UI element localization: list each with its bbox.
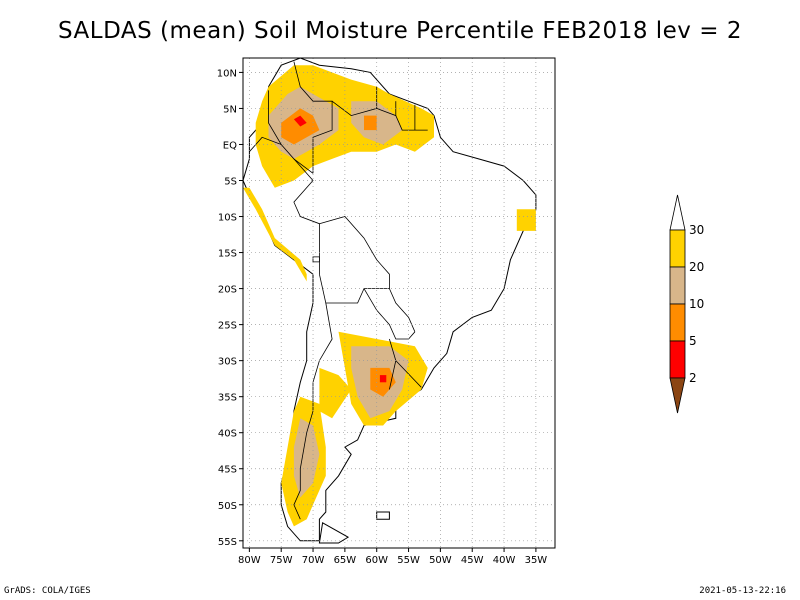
region-20-30-13	[319, 367, 352, 419]
lake-0	[312, 256, 320, 263]
border-6	[249, 136, 282, 152]
lat-tick-label: 30S	[218, 357, 237, 368]
border-13	[395, 360, 422, 388]
lat-tick-label: EQ	[223, 140, 237, 151]
colorbar-label-30: 30	[689, 223, 704, 237]
lat-tick-label: 35S	[218, 393, 237, 404]
chart-title: SALDAS (mean) Soil Moisture Percentile F…	[58, 18, 742, 44]
lon-tick-label: 75W	[270, 555, 293, 566]
axis-ticks: 10N 5N EQ 5S 10S 15S 20S 25S 30S 35S 40S 45S 50S 55S8…	[217, 68, 548, 566]
colorbar-swatch-30	[669, 229, 686, 268]
landmass-1	[318, 522, 350, 544]
lat-tick-label: 40S	[218, 429, 237, 440]
colorbar: 30 20 10 5 2	[669, 194, 704, 414]
colorbar-label-2: 2	[689, 371, 697, 385]
lat-tick-label: 20S	[218, 285, 237, 296]
colorbar-swatch-10	[669, 303, 686, 342]
lon-tick-label: 80W	[238, 555, 261, 566]
lat-tick-label: 10S	[218, 213, 237, 224]
colorbar-top-arrow	[669, 194, 686, 231]
colorbar-label-5: 5	[689, 334, 697, 348]
region-2-5-10	[379, 375, 387, 383]
lat-tick-label: 15S	[218, 249, 237, 260]
map-frame	[242, 57, 556, 549]
colorbar-label-20: 20	[689, 260, 704, 274]
lon-tick-label: 45W	[461, 555, 484, 566]
lon-tick-label: 40W	[493, 555, 516, 566]
lon-tick-label: 50W	[429, 555, 452, 566]
border-11	[293, 302, 333, 520]
colorbar-swatch-5	[669, 340, 686, 379]
border-1	[331, 86, 378, 117]
colorbar-swatch-20	[669, 266, 686, 305]
lon-tick-label: 70W	[302, 555, 325, 566]
region-20-30-14	[516, 209, 536, 231]
lon-tick-label: 35W	[525, 555, 548, 566]
lon-tick-label: 65W	[334, 555, 357, 566]
region-20-30-6	[243, 187, 307, 282]
lat-tick-label: 25S	[218, 321, 237, 332]
lat-tick-label: 5S	[224, 177, 237, 188]
gridlines	[243, 58, 555, 548]
lat-tick-label: 50S	[218, 501, 237, 512]
country-borders	[249, 61, 428, 520]
footer-credit: GrADS: COLA/IGES	[4, 586, 91, 596]
border-10	[363, 288, 416, 340]
lon-tick-label: 60W	[365, 555, 388, 566]
lat-tick-label: 10N	[217, 68, 237, 79]
region-5-10-4	[364, 115, 377, 131]
border-2	[376, 108, 428, 131]
footer-timestamp: 2021-05-13-22:16	[699, 586, 786, 596]
lat-tick-label: 5N	[223, 104, 237, 115]
lat-tick-label: 45S	[218, 465, 237, 476]
colorbar-label-10: 10	[689, 297, 704, 311]
border-7	[293, 158, 320, 275]
island-0	[376, 511, 390, 520]
lat-tick-label: 55S	[218, 537, 237, 548]
colorbar-bottom-arrow	[669, 377, 686, 414]
lon-tick-label: 55W	[397, 555, 420, 566]
region-2-5-5	[293, 115, 307, 127]
